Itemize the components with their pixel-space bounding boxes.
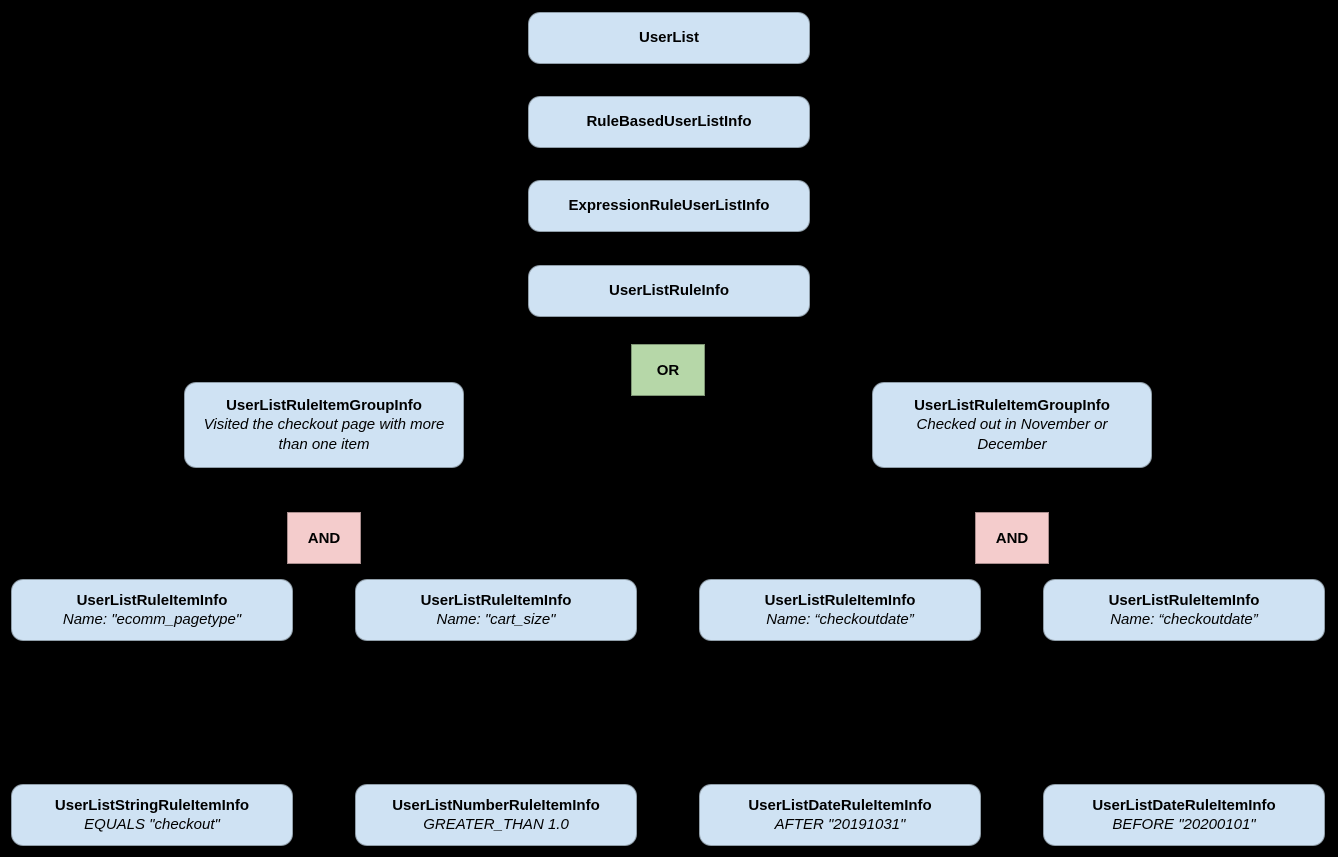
node-title: UserListDateRuleItemInfo xyxy=(748,796,931,816)
user-list-node: UserList xyxy=(528,12,810,64)
rule-item-3: UserListRuleItemInfo Name: “checkoutdate… xyxy=(699,579,981,641)
node-subtitle: AFTER "20191031" xyxy=(775,815,906,835)
node-title: UserListRuleItemInfo xyxy=(77,591,228,611)
node-title: UserListDateRuleItemInfo xyxy=(1092,796,1275,816)
node-title: UserListRuleItemInfo xyxy=(421,591,572,611)
node-subtitle: BEFORE "20200101" xyxy=(1112,815,1255,835)
node-title: UserListNumberRuleItemInfo xyxy=(392,796,600,816)
node-title: UserListStringRuleItemInfo xyxy=(55,796,249,816)
rule-item-2: UserListRuleItemInfo Name: "cart_size" xyxy=(355,579,637,641)
node-title: UserListRuleItemGroupInfo xyxy=(226,396,422,416)
and-operator-right: AND xyxy=(975,512,1049,564)
and-operator-left: AND xyxy=(287,512,361,564)
rule-item-group-left: UserListRuleItemGroupInfo Visited the ch… xyxy=(184,382,464,468)
expression-rule-user-list-info-node: ExpressionRuleUserListInfo xyxy=(528,180,810,232)
rule-item-4: UserListRuleItemInfo Name: “checkoutdate… xyxy=(1043,579,1325,641)
node-title: ExpressionRuleUserListInfo xyxy=(569,196,770,216)
node-title: UserListRuleItemInfo xyxy=(765,591,916,611)
node-subtitle: Name: “checkoutdate” xyxy=(1110,610,1258,630)
node-subtitle: Name: "cart_size" xyxy=(436,610,555,630)
operator-label: OR xyxy=(657,362,680,379)
node-title: UserListRuleItemInfo xyxy=(1109,591,1260,611)
node-subtitle: EQUALS "checkout" xyxy=(84,815,220,835)
rule-based-user-list-info-node: RuleBasedUserListInfo xyxy=(528,96,810,148)
rule-item-1: UserListRuleItemInfo Name: "ecomm_pagety… xyxy=(11,579,293,641)
rule-item-group-right: UserListRuleItemGroupInfo Checked out in… xyxy=(872,382,1152,468)
string-rule-item: UserListStringRuleItemInfo EQUALS "check… xyxy=(11,784,293,846)
operator-label: AND xyxy=(996,530,1029,547)
node-subtitle: GREATER_THAN 1.0 xyxy=(423,815,569,835)
or-operator: OR xyxy=(631,344,705,396)
node-title: UserListRuleInfo xyxy=(609,281,729,301)
date-rule-item-after: UserListDateRuleItemInfo AFTER "20191031… xyxy=(699,784,981,846)
node-title: UserList xyxy=(639,28,699,48)
date-rule-item-before: UserListDateRuleItemInfo BEFORE "2020010… xyxy=(1043,784,1325,846)
node-subtitle: Name: “checkoutdate” xyxy=(766,610,914,630)
node-title: RuleBasedUserListInfo xyxy=(586,112,751,132)
operator-label: AND xyxy=(308,530,341,547)
number-rule-item: UserListNumberRuleItemInfo GREATER_THAN … xyxy=(355,784,637,846)
node-subtitle: Name: "ecomm_pagetype" xyxy=(63,610,241,630)
node-subtitle: Visited the checkout page with more than… xyxy=(201,415,447,454)
node-title: UserListRuleItemGroupInfo xyxy=(914,396,1110,416)
user-list-rule-info-node: UserListRuleInfo xyxy=(528,265,810,317)
node-subtitle: Checked out in November or December xyxy=(889,415,1135,454)
